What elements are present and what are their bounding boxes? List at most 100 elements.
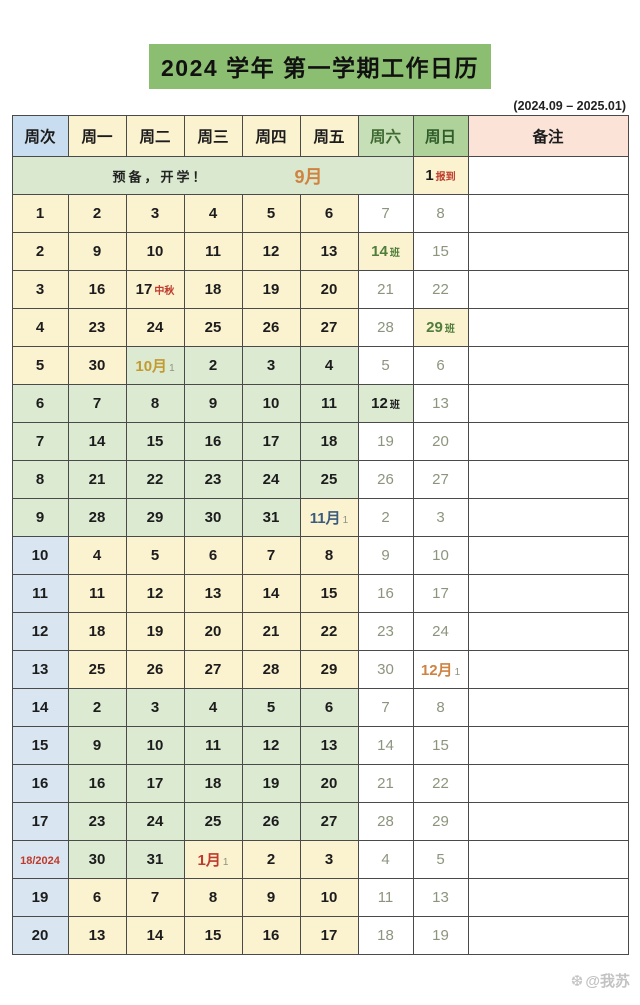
date-range-subtitle: (2024.09 – 2025.01) — [513, 99, 626, 113]
cell-text: 9 — [92, 243, 102, 260]
cell-text: 2 — [266, 851, 276, 868]
cell-text: 8 — [436, 205, 445, 222]
remark-cell — [467, 726, 629, 765]
cell-text: 6 — [324, 205, 334, 222]
week-number-cell: 1 — [11, 194, 69, 233]
cell-text: 7 — [266, 547, 276, 564]
cell-text: 15 — [146, 433, 164, 450]
cell-text: 12 — [371, 395, 388, 412]
date-cell: 11 — [67, 574, 127, 613]
col-remark: 备注 — [467, 115, 629, 157]
date-cell: 22 — [412, 270, 469, 309]
cell-text: 周一 — [81, 129, 113, 146]
cell-text: 9 — [35, 509, 45, 526]
cell-text: 18/2024 — [20, 855, 60, 867]
date-cell: 6 — [299, 688, 359, 727]
date-cell: 13 — [412, 384, 469, 423]
date-cell: 19 — [412, 916, 469, 955]
cell-text: 28 — [262, 661, 280, 678]
cell-text: 11月 — [309, 510, 341, 527]
cell-text: 11 — [32, 585, 48, 602]
date-cell: 11 — [299, 384, 359, 423]
cell-text: 18 — [88, 623, 106, 640]
date-cell: 13 — [299, 726, 359, 765]
cell-text: 10 — [146, 737, 164, 754]
date-cell: 17 — [412, 574, 469, 613]
date-cell: 25 — [299, 460, 359, 499]
cell-text: 6 — [208, 547, 218, 564]
cell-text: 21 — [88, 471, 106, 488]
cell-tag: 班 — [389, 248, 400, 259]
cell-text: 28 — [377, 813, 394, 830]
cell-text: 27 — [432, 471, 449, 488]
cell-text: 7 — [35, 433, 45, 450]
cell-text: 18 — [377, 927, 394, 944]
date-cell: 25 — [183, 308, 243, 347]
cell-text: 31 — [262, 509, 280, 526]
week-row-17: 17 23 24 25 26 27 28 29 — [11, 802, 629, 841]
cell-text: 16 — [204, 433, 222, 450]
date-cell: 2 — [67, 194, 127, 233]
cell-tag: 1 — [342, 515, 349, 526]
date-cell: 18 — [183, 270, 243, 309]
cell-tag: 中秋 — [154, 286, 175, 297]
cell-text: 6 — [324, 699, 334, 716]
cell-text: 11 — [205, 243, 221, 260]
cell-text: 4 — [208, 205, 218, 222]
watermark: ❆ @我苏 — [571, 970, 630, 991]
cell-text: 5 — [266, 699, 276, 716]
date-cell: 3 — [125, 194, 185, 233]
date-cell: 14 — [357, 726, 414, 765]
cell-text: 15 — [432, 243, 449, 260]
week-number-cell: 7 — [11, 422, 69, 461]
week-number-cell: 15 — [11, 726, 69, 765]
cell-text: 17 — [262, 433, 280, 450]
cell-text: 3 — [35, 281, 45, 298]
date-cell: 19 — [357, 422, 414, 461]
cell-text: 19 — [432, 927, 449, 944]
remark-cell — [467, 346, 629, 385]
date-cell: 3 — [125, 688, 185, 727]
cell-text: 3 — [266, 357, 276, 374]
cell-text: 28 — [377, 319, 394, 336]
cell-text: 周日 — [424, 129, 456, 146]
date-cell: 2 — [241, 840, 301, 879]
week-number-cell: 3 — [11, 270, 69, 309]
date-cell: 1月 1 — [183, 840, 243, 879]
cell-text: 8 — [150, 395, 160, 412]
date-cell: 18 — [357, 916, 414, 955]
week-row-7: 7 14 15 16 17 18 19 20 — [11, 422, 629, 461]
date-cell: 9 — [183, 384, 243, 423]
cell-text: 16 — [88, 281, 106, 298]
cell-text: 2 — [381, 509, 390, 526]
cell-text: 31 — [146, 851, 164, 868]
cell-text: 14 — [88, 433, 106, 450]
snowflake-logo-icon: ❆ — [570, 972, 584, 990]
cell-text: 20 — [31, 927, 49, 944]
cell-text: 18 — [204, 281, 222, 298]
cell-text: 17 — [320, 927, 338, 944]
date-cell: 14 — [67, 422, 127, 461]
date-cell: 25 — [183, 802, 243, 841]
date-cell: 13 — [299, 232, 359, 271]
week-number-cell: 9 — [11, 498, 69, 537]
cell-text: 17 — [146, 775, 164, 792]
cell-text: 13 — [88, 927, 106, 944]
cell-text: 30 — [204, 509, 222, 526]
calendar-body: 预备，开学！ 9月 1 报到 1 2 3 4 5 6 7 8 2 9 10 11 12 13 14 班 15 3 16 17 中… — [11, 156, 629, 955]
cell-text: 21 — [377, 775, 394, 792]
date-cell: 23 — [67, 308, 127, 347]
date-cell: 20 — [299, 764, 359, 803]
cell-text: 20 — [320, 281, 338, 298]
cell-text: 14 — [262, 585, 280, 602]
title-bar: 2024 学年 第一学期工作日历 — [0, 44, 640, 89]
date-cell: 27 — [299, 802, 359, 841]
cell-text: 19 — [262, 775, 280, 792]
remark-cell — [467, 916, 629, 955]
week-number-cell: 20 — [11, 916, 69, 955]
cell-text: 20 — [204, 623, 222, 640]
cell-text: 17 — [31, 813, 49, 830]
week-row-16: 16 16 17 18 19 20 21 22 — [11, 764, 629, 803]
date-cell: 12月 1 — [412, 650, 469, 689]
date-cell: 15 — [125, 422, 185, 461]
